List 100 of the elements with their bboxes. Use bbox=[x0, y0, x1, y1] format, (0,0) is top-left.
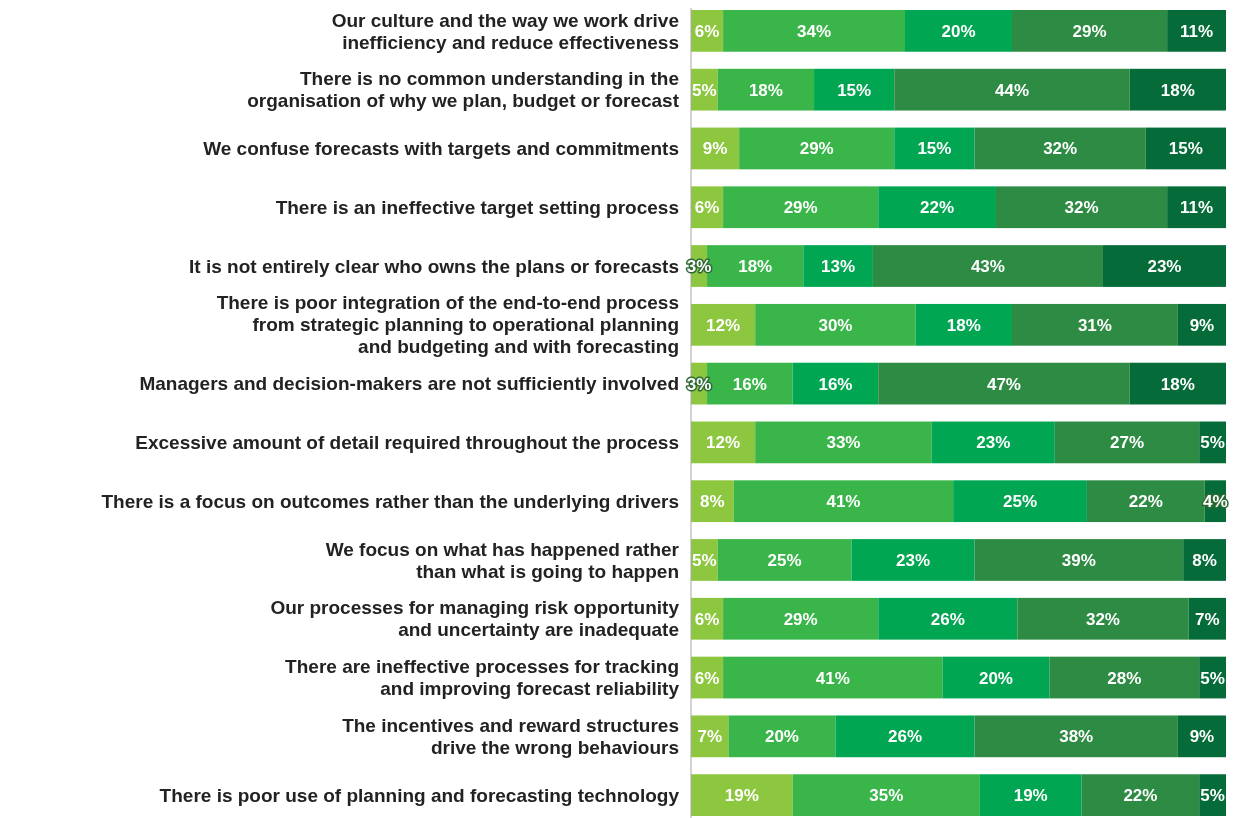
bar bbox=[1183, 539, 1226, 581]
data-label: 5% bbox=[1200, 433, 1225, 453]
data-label: 18% bbox=[738, 256, 773, 276]
data-label: 9% bbox=[1189, 727, 1215, 747]
bar bbox=[723, 186, 879, 229]
bar bbox=[1177, 303, 1226, 346]
data-label: 12% bbox=[706, 315, 741, 335]
data-label: 25% bbox=[767, 550, 802, 570]
data-label: 6% bbox=[694, 198, 720, 218]
bar bbox=[1054, 421, 1200, 464]
data-label: 18% bbox=[946, 315, 981, 335]
bar bbox=[755, 303, 916, 346]
data-label: 16% bbox=[732, 374, 767, 394]
bar bbox=[974, 715, 1178, 758]
bar bbox=[872, 245, 1103, 287]
data-label: 16% bbox=[818, 374, 853, 394]
y-tick-label: Our culture and the way we work drive inefficiency and reduce effectiveness bbox=[331, 9, 679, 53]
bar bbox=[974, 127, 1146, 170]
data-label: 35% bbox=[869, 786, 904, 806]
data-label: 15% bbox=[837, 80, 872, 100]
data-label: 32% bbox=[1085, 609, 1120, 629]
data-label: 26% bbox=[930, 609, 965, 629]
bar bbox=[995, 186, 1168, 229]
data-label: 29% bbox=[1072, 21, 1107, 41]
data-label: 29% bbox=[799, 139, 834, 159]
data-label: 7% bbox=[697, 727, 723, 747]
data-label: 5% bbox=[1200, 668, 1225, 688]
data-label: 20% bbox=[978, 668, 1013, 688]
y-tick-label: There are ineffective processes for tracking and improving forecast reliability bbox=[285, 656, 680, 700]
bar bbox=[723, 10, 905, 52]
data-label: 13% bbox=[821, 256, 856, 276]
bar bbox=[1012, 303, 1178, 346]
bar bbox=[894, 127, 975, 170]
data-label: 27% bbox=[1110, 433, 1145, 453]
data-label: 6% bbox=[694, 609, 720, 629]
y-tick-label: Our processes for managing risk opportunity and uncertainty are inadequate bbox=[270, 597, 680, 641]
bar bbox=[835, 715, 975, 758]
bar bbox=[717, 68, 815, 111]
data-label: 5% bbox=[692, 80, 717, 100]
data-label: 31% bbox=[1077, 315, 1112, 335]
bar bbox=[792, 362, 879, 405]
data-label: 6% bbox=[694, 21, 720, 41]
data-label: 22% bbox=[1128, 492, 1163, 512]
data-label: 33% bbox=[826, 433, 861, 453]
data-label: 23% bbox=[976, 433, 1011, 453]
data-label: 30% bbox=[818, 315, 853, 335]
bar bbox=[1129, 68, 1226, 111]
bar bbox=[814, 68, 895, 111]
data-label: 20% bbox=[941, 21, 976, 41]
data-label: 34% bbox=[797, 21, 832, 41]
data-label: 28% bbox=[1107, 668, 1142, 688]
y-tick-label: There is no common understanding in the organisation of why we plan, budget or forecast bbox=[247, 68, 680, 112]
data-label: 41% bbox=[826, 492, 861, 512]
data-label: 25% bbox=[1003, 492, 1038, 512]
bar bbox=[915, 303, 1012, 346]
bar bbox=[1086, 480, 1205, 523]
bar bbox=[1177, 715, 1226, 758]
data-label: 23% bbox=[1147, 256, 1182, 276]
bar bbox=[1129, 362, 1226, 405]
data-label: 39% bbox=[1061, 550, 1096, 570]
bar bbox=[723, 656, 943, 699]
y-tick-label: There is a focus on outcomes rather than the underlying drivers bbox=[101, 490, 679, 512]
bar bbox=[974, 539, 1184, 581]
y-tick-label: The incentives and reward structures drive the wrong behaviours bbox=[342, 714, 679, 758]
data-label: 19% bbox=[1013, 786, 1048, 806]
bar bbox=[1145, 127, 1226, 170]
bar bbox=[878, 362, 1130, 405]
data-label: 5% bbox=[692, 550, 717, 570]
data-label: 12% bbox=[706, 433, 741, 453]
bar bbox=[878, 597, 1018, 640]
data-label: 22% bbox=[1123, 786, 1158, 806]
bar bbox=[755, 421, 932, 464]
bar bbox=[717, 539, 852, 581]
bar bbox=[723, 597, 879, 640]
y-tick-label: There is poor integration of the end-to-end process from strategic planning to operational planning and budgeting and with forecasting bbox=[216, 292, 679, 358]
data-label: 41% bbox=[815, 668, 850, 688]
bar bbox=[931, 421, 1055, 464]
bar bbox=[979, 774, 1082, 816]
data-label: 11% bbox=[1180, 21, 1214, 41]
bar bbox=[691, 774, 793, 816]
y-tick-label: Excessive amount of detail required throughout the process bbox=[135, 432, 679, 454]
data-label: 47% bbox=[986, 374, 1021, 394]
y-tick-label: There is an ineffective target setting process bbox=[275, 196, 679, 218]
y-tick-label: It is not entirely clear who owns the plans or forecasts bbox=[189, 255, 679, 277]
data-label: 22% bbox=[920, 198, 955, 218]
bar bbox=[1167, 186, 1226, 229]
bar bbox=[733, 480, 954, 523]
data-label: 5% bbox=[1200, 786, 1225, 806]
y-tick-label: We focus on what has happened rather than what is going to happen bbox=[325, 538, 680, 582]
data-label: 8% bbox=[700, 492, 725, 512]
bar bbox=[1081, 774, 1200, 816]
data-label: 23% bbox=[896, 550, 931, 570]
data-label: 6% bbox=[694, 668, 720, 688]
data-label: 11% bbox=[1180, 198, 1214, 218]
data-label: 9% bbox=[702, 139, 728, 159]
data-label: 26% bbox=[887, 727, 923, 747]
bar bbox=[803, 245, 873, 287]
bar bbox=[1017, 597, 1189, 640]
bar bbox=[942, 656, 1050, 699]
data-label: 15% bbox=[917, 139, 952, 159]
